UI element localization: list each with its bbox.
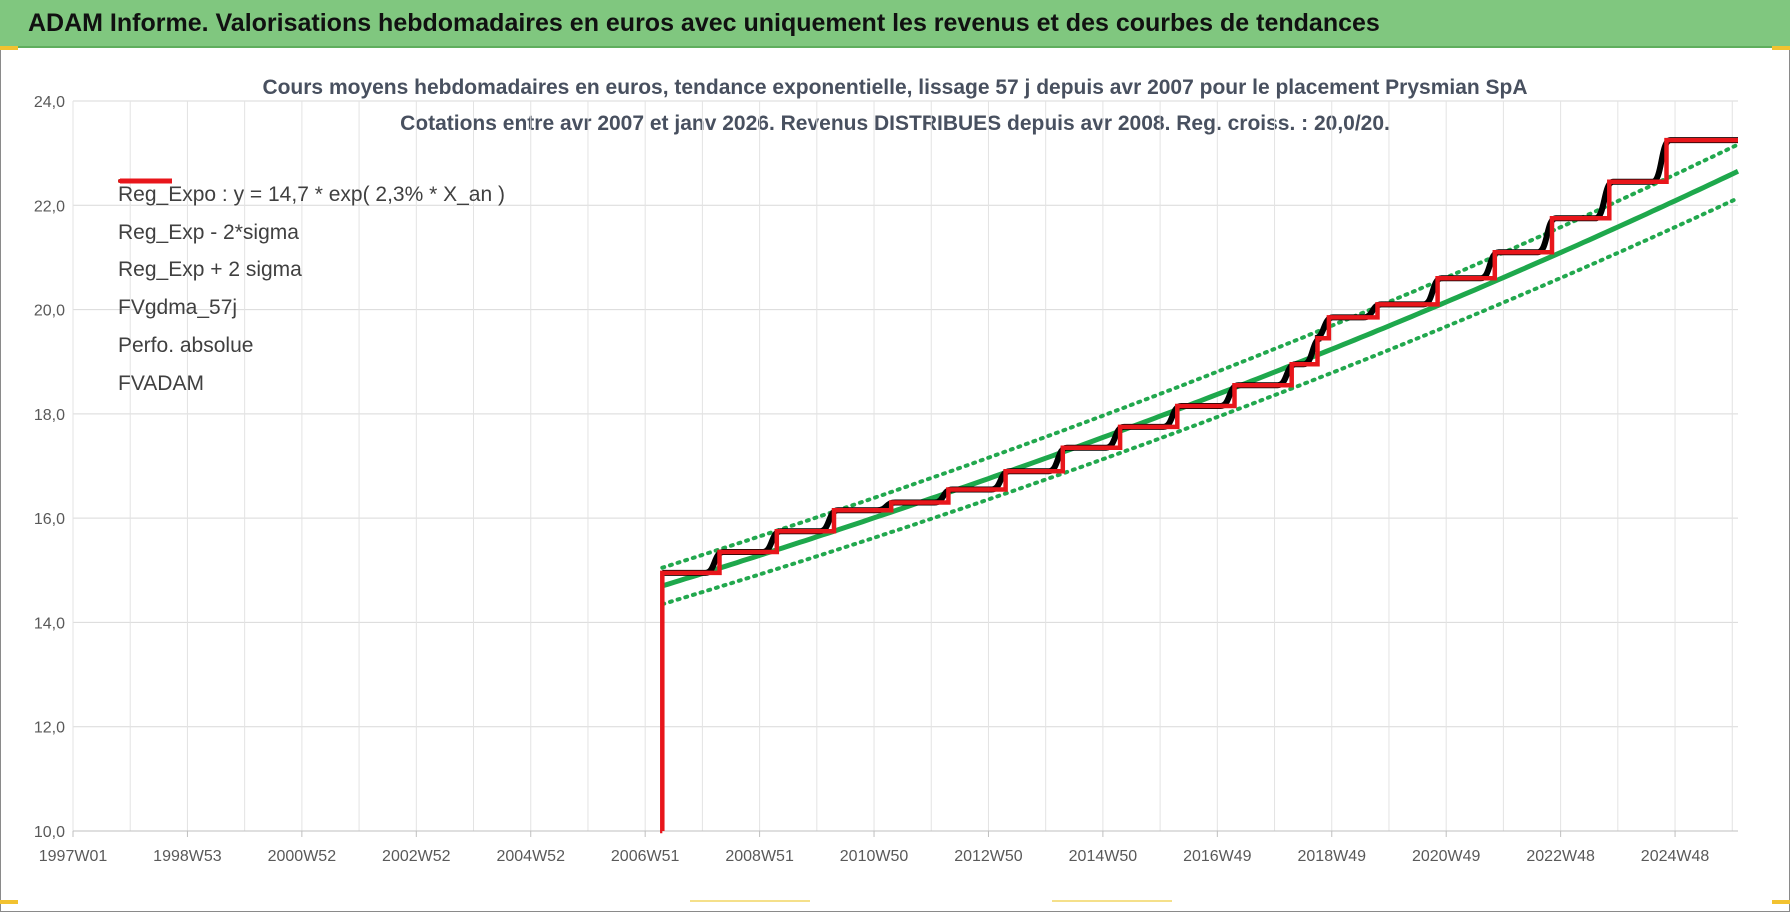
x-tick-label: 2024W48	[1641, 848, 1710, 865]
series-line	[660, 137, 1738, 834]
x-tick-label: 2000W52	[268, 848, 337, 865]
chart-legend: Reg_Expo : y = 14,7 * exp( 2,3% * X_an )…	[118, 176, 505, 403]
x-tick-label: 1997W01	[39, 848, 108, 865]
x-tick-label: 2006W51	[611, 848, 680, 865]
x-tick-label: 2004W52	[496, 848, 565, 865]
y-tick-label: 12,0	[34, 720, 65, 737]
legend-item: FVgdma_57j	[118, 178, 505, 327]
corner-accent	[1772, 46, 1790, 50]
y-tick-label: 24,0	[34, 94, 65, 111]
y-tick-label: 14,0	[34, 615, 65, 632]
x-tick-label: 2016W49	[1183, 848, 1252, 865]
x-tick-label: 2002W52	[382, 848, 451, 865]
corner-accent	[0, 900, 18, 904]
y-tick-label: 16,0	[34, 511, 65, 528]
legend-item: Reg_Exp + 2 sigma	[118, 179, 505, 290]
series-line	[661, 169, 1740, 589]
y-tick-label: 18,0	[34, 407, 65, 424]
legend-label: Reg_Exp - 2*sigma	[118, 220, 299, 244]
legend-swatch	[120, 178, 172, 184]
series-line	[660, 142, 1740, 570]
decorative-underline	[690, 900, 810, 902]
x-tick-label: 2010W50	[840, 848, 909, 865]
legend-item: Perfo. absolue	[118, 179, 505, 365]
x-tick-label: 1998W53	[153, 848, 222, 865]
banner-title: ADAM Informe. Valorisations hebdomadaire…	[28, 9, 1380, 37]
x-tick-label: 2020W49	[1412, 848, 1481, 865]
corner-accent	[1772, 900, 1790, 904]
legend-label: FVgdma_57j	[118, 296, 238, 320]
corner-accent	[0, 46, 18, 50]
y-tick-label: 20,0	[34, 303, 65, 320]
chart-title: Cours moyens hebdomadaires en euros, ten…	[262, 76, 1528, 99]
legend-item: Reg_Exp - 2*sigma	[118, 179, 505, 252]
title-banner: ADAM Informe. Valorisations hebdomadaire…	[0, 0, 1790, 48]
y-tick-label: 22,0	[34, 198, 65, 215]
y-tick-label: 10,0	[34, 824, 65, 841]
legend-label: Perfo. absolue	[118, 334, 254, 358]
x-tick-label: 2022W48	[1526, 848, 1595, 865]
legend-label: Reg_Expo : y = 14,7 * exp( 2,3% * X_an )	[118, 182, 505, 206]
x-tick-label: 2012W50	[954, 848, 1023, 865]
legend-item: Reg_Expo : y = 14,7 * exp( 2,3% * X_an )	[118, 176, 505, 214]
decorative-underline	[1052, 900, 1172, 902]
series-line	[660, 196, 1740, 607]
legend-label: FVADAM	[118, 371, 204, 395]
x-tick-label: 2008W51	[725, 848, 794, 865]
x-tick-label: 2014W50	[1069, 848, 1138, 865]
legend-item: FVADAM	[118, 178, 505, 403]
x-tick-label: 2018W49	[1298, 848, 1367, 865]
chart-subtitle: Cotations entre avr 2007 et janv 2026. R…	[400, 112, 1390, 135]
legend-label: Reg_Exp + 2 sigma	[118, 258, 302, 282]
